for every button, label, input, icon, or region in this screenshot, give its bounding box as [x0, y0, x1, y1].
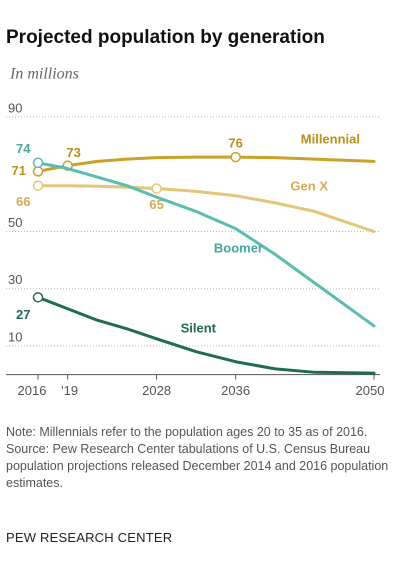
- notes: Note: Millennials refer to the populatio…: [6, 424, 390, 492]
- line: [36, 184, 376, 233]
- data-point: [32, 292, 44, 303]
- data-label: 71: [12, 163, 26, 178]
- y-tick-label: 10: [8, 329, 22, 344]
- series-label: Millennial: [301, 131, 360, 146]
- y-tick-label: 50: [8, 215, 22, 230]
- data-point: [32, 180, 44, 191]
- source: Source: Pew Research Center tabulations …: [6, 442, 389, 490]
- data-label: 66: [16, 194, 30, 209]
- note: Note: Millennials refer to the populatio…: [6, 425, 368, 439]
- data-label: 65: [149, 197, 163, 212]
- series-label: Silent: [181, 320, 217, 335]
- y-tick-label: 90: [8, 100, 22, 115]
- chart-title: Projected population by generation: [6, 27, 325, 48]
- line: [36, 161, 376, 328]
- series-label: Gen X: [290, 178, 328, 193]
- data-label: 27: [16, 307, 30, 322]
- data-point: [32, 166, 44, 177]
- x-tick-label: 2016: [18, 383, 47, 398]
- line: [36, 295, 376, 375]
- data-point: [32, 157, 44, 169]
- data-point: [230, 151, 241, 163]
- line: [36, 155, 376, 173]
- x-tick-label: '19: [61, 383, 78, 398]
- data-label: 73: [66, 145, 80, 160]
- data-label: 74: [16, 141, 31, 156]
- data-point: [151, 183, 162, 194]
- chart: Projected population by generation In mi…: [6, 27, 385, 398]
- x-tick-label: 2028: [142, 383, 171, 398]
- series-label: Boomer: [214, 240, 263, 255]
- x-tick-label: 2050: [356, 383, 385, 398]
- data-label: 76: [228, 136, 242, 151]
- credit: PEW RESEARCH CENTER: [6, 530, 173, 545]
- x-tick-label: 2036: [221, 383, 250, 398]
- y-tick-label: 30: [8, 272, 22, 287]
- chart-subtitle: In millions: [9, 66, 79, 83]
